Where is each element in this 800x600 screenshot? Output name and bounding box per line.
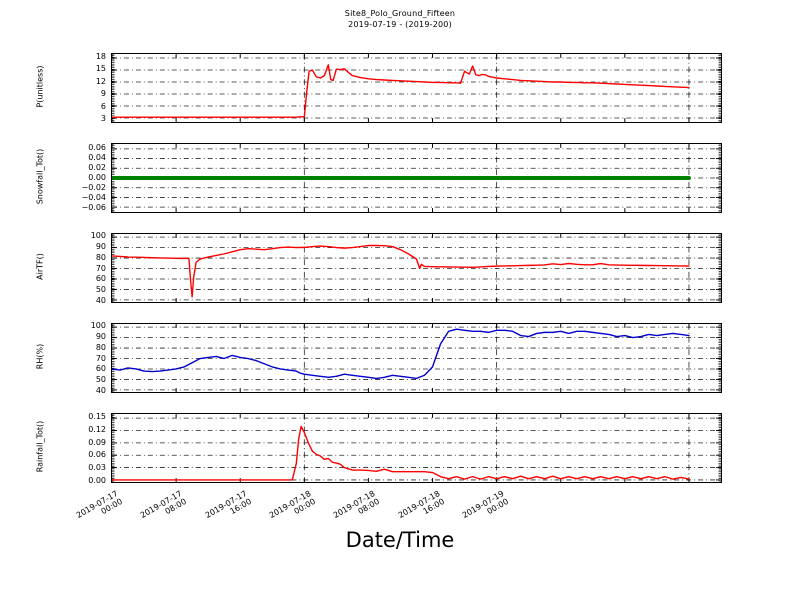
- y-tick-label: 50: [95, 285, 106, 295]
- y-tick-label: 100: [90, 231, 106, 241]
- y-axis-label-5: Rainfall_Tot(): [35, 420, 45, 473]
- y-tick-label: 40: [95, 295, 106, 305]
- y-tick-label: 90: [95, 242, 106, 251]
- y-tick-label: 50: [95, 375, 106, 385]
- y-tick-label: 70: [95, 353, 106, 363]
- x-axis-label: Date/Time: [345, 528, 455, 552]
- plot-panel-5: [111, 413, 722, 483]
- y-tick-label: 0.12: [88, 424, 106, 434]
- y-tick-label: 0.02: [88, 163, 106, 172]
- y-tick-label: 0.09: [88, 437, 106, 447]
- figure-title: Site8_Polo_Ground_Fifteen: [344, 9, 456, 18]
- plot-panel-3: [111, 233, 722, 303]
- y-tick-label: 12: [95, 76, 106, 86]
- plot-panel-2: [111, 143, 722, 213]
- y-tick-label: −0.04: [81, 193, 106, 202]
- y-tick-label: 0.00: [88, 475, 106, 485]
- y-tick-label: −0.06: [81, 203, 106, 212]
- y-tick-label: −0.02: [81, 183, 106, 192]
- y-tick-label: 0.00: [88, 173, 106, 182]
- y-tick-label: 40: [95, 385, 106, 395]
- figure-title-block: Site8_Polo_Ground_Fifteen 2019-07-19 - (…: [0, 8, 800, 30]
- y-tick-label: 0.06: [88, 450, 106, 460]
- plot-panel-1: [111, 53, 722, 123]
- y-tick-label: 0.15: [88, 412, 106, 422]
- y-tick-label: 100: [90, 321, 106, 331]
- y-tick-label: 70: [95, 263, 106, 273]
- y-tick-label: 0.06: [88, 143, 106, 152]
- y-tick-label: 0.03: [88, 463, 106, 473]
- y-tick-label: 80: [95, 342, 106, 352]
- y-tick-label: 60: [95, 274, 106, 284]
- y-tick-label: 60: [95, 364, 106, 374]
- figure-subtitle: 2019-07-19 - (2019-200): [348, 20, 452, 29]
- plot-panel-4: [111, 323, 722, 393]
- y-tick-label: 6: [100, 101, 106, 111]
- y-tick-label: 9: [100, 89, 106, 99]
- y-tick-label: 0.04: [88, 153, 106, 162]
- y-tick-label: 15: [95, 64, 106, 74]
- y-tick-label: 80: [95, 252, 106, 262]
- y-tick-label: 90: [95, 332, 106, 341]
- y-tick-label: 18: [95, 52, 106, 62]
- y-tick-label: 3: [100, 113, 106, 123]
